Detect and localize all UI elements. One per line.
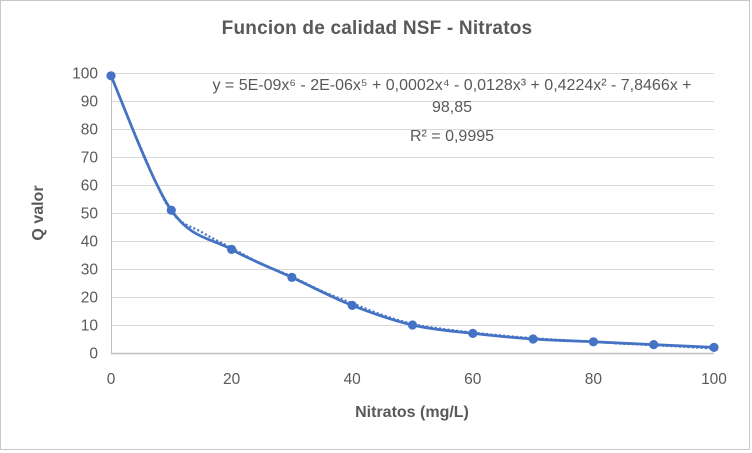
data-point-marker <box>528 334 538 344</box>
data-point-marker <box>106 71 116 81</box>
y-tick-label: 40 <box>81 234 99 251</box>
x-tick-label: 20 <box>223 371 241 388</box>
x-tick-label: 80 <box>585 371 603 388</box>
chart-title: Funcion de calidad NSF - Nitratos <box>221 18 533 39</box>
series-line <box>109 74 716 349</box>
data-point-marker <box>709 342 719 352</box>
y-axis-title: Q valor <box>30 185 47 241</box>
y-tick-label: 100 <box>72 66 98 83</box>
data-point-marker <box>166 205 176 215</box>
y-tick-label: 80 <box>81 122 99 139</box>
y-tick-label: 50 <box>81 206 99 223</box>
y-tick-label: 20 <box>81 290 99 307</box>
y-tick-label: 10 <box>81 318 99 335</box>
x-axis-title: Nitratos (mg/L) <box>355 404 469 421</box>
data-point-marker <box>347 300 357 310</box>
data-point-marker <box>649 340 659 350</box>
y-tick-label: 70 <box>81 150 99 167</box>
data-point-marker <box>588 337 599 347</box>
trendline-dotted <box>109 75 715 350</box>
x-tick-label: 100 <box>701 371 727 388</box>
data-point-marker <box>227 244 237 254</box>
y-tick-label: 0 <box>89 346 98 363</box>
data-point-marker <box>407 320 418 330</box>
data-point-marker <box>468 328 478 338</box>
data-point-marker <box>287 272 297 282</box>
x-tick-label: 60 <box>464 371 482 388</box>
y-tick-label: 30 <box>81 262 99 279</box>
x-tick-label: 0 <box>107 371 116 388</box>
x-tick-label: 40 <box>344 371 362 388</box>
y-tick-label: 90 <box>81 94 99 111</box>
y-tick-label: 60 <box>81 178 99 195</box>
